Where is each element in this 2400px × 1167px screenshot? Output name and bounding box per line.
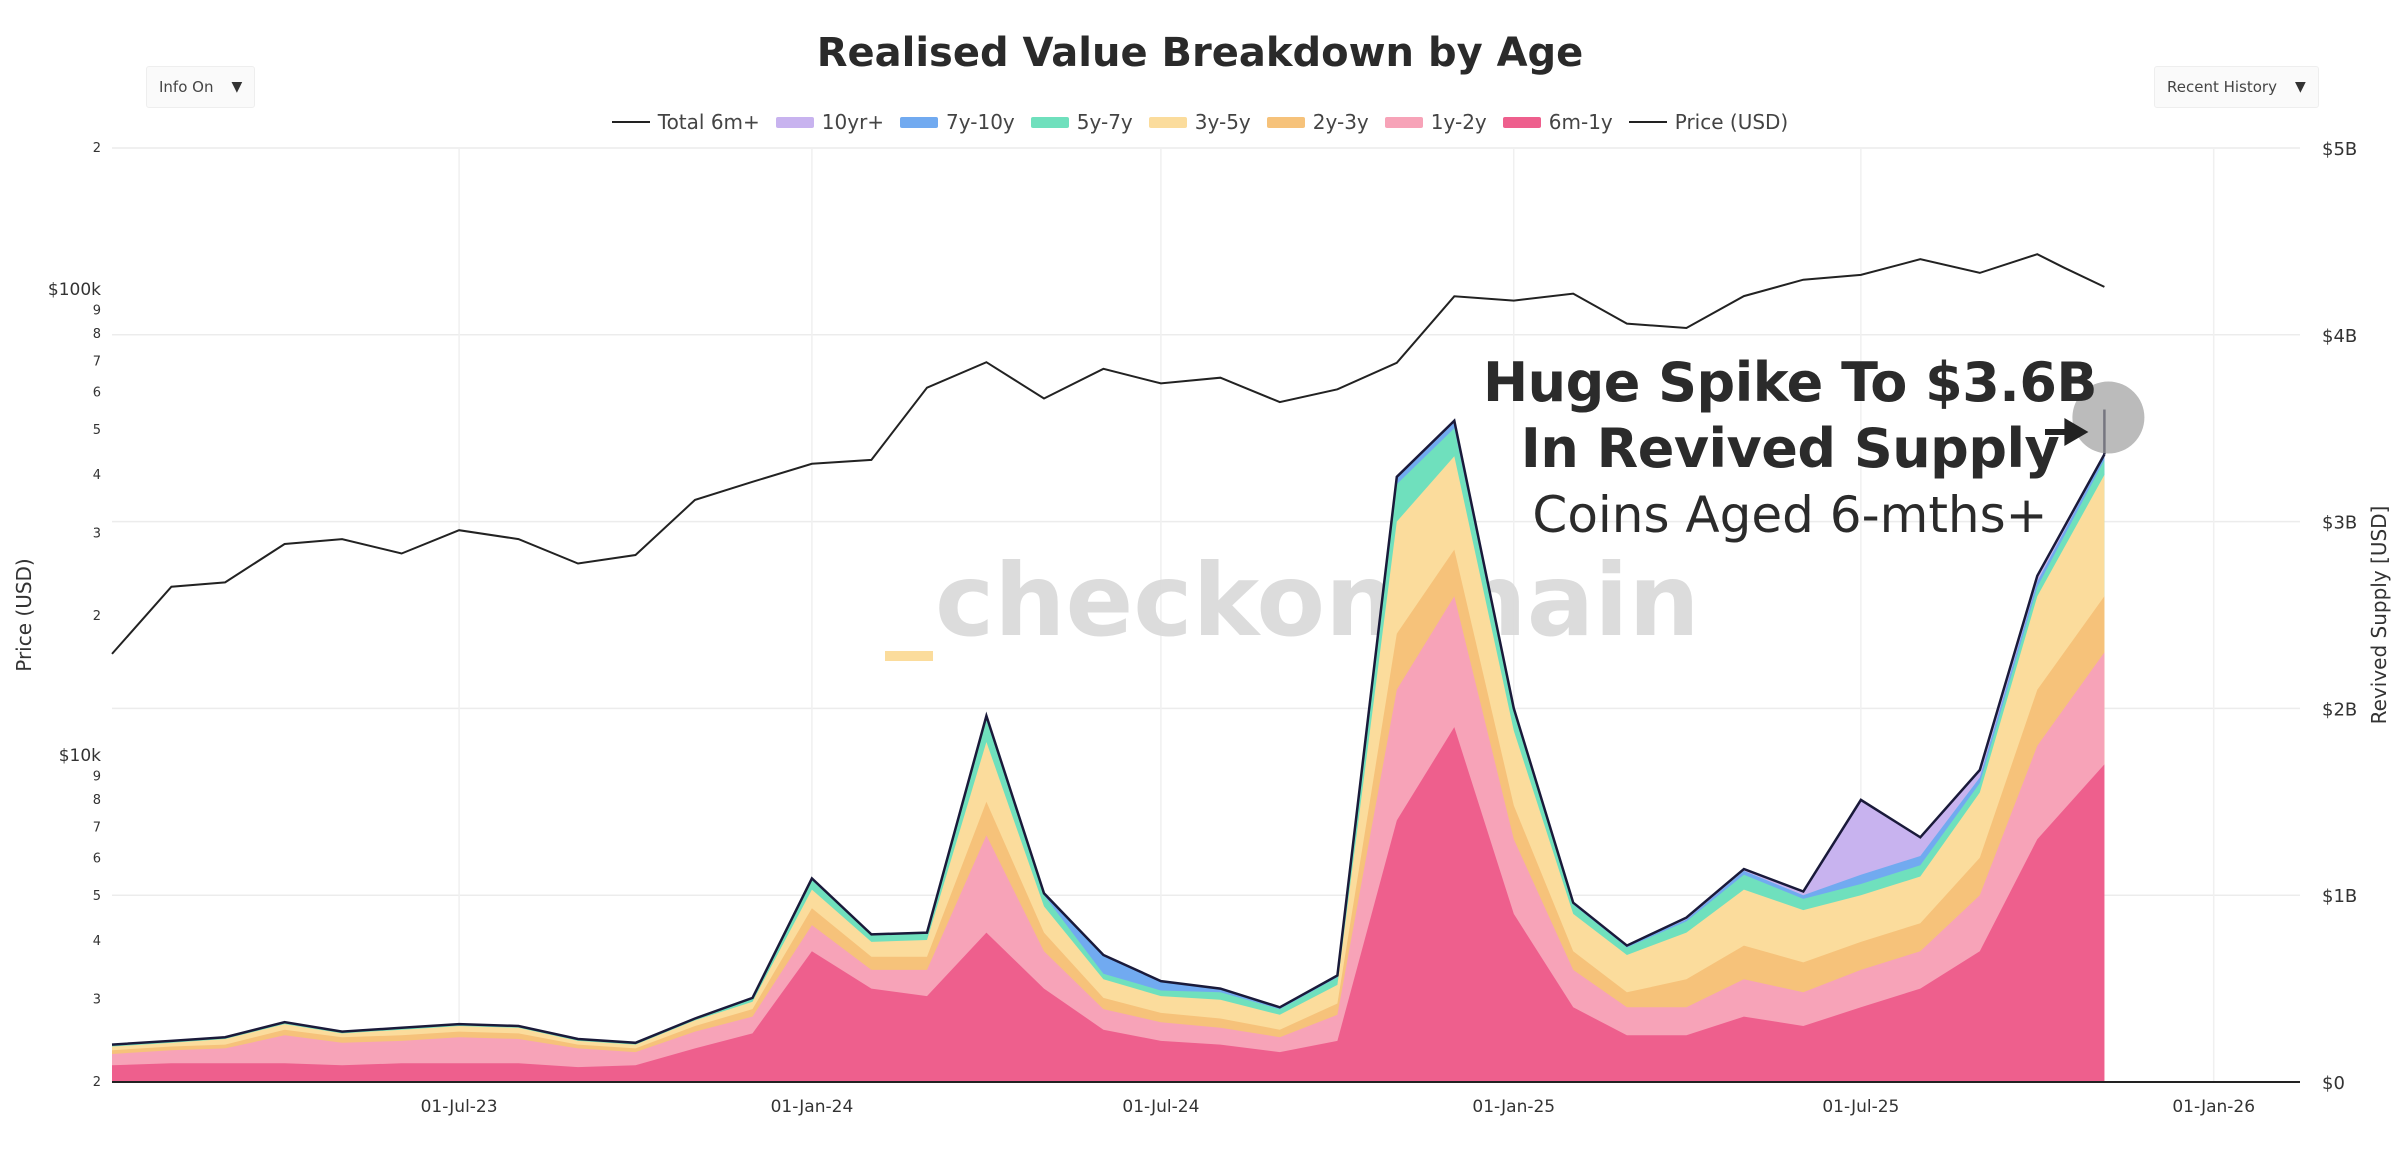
- line-series-price: [111, 253, 2105, 655]
- legend-item-1y-2y[interactable]: 1y-2y: [1384, 110, 1487, 134]
- legend-swatch-10yr: [775, 116, 814, 128]
- legend-swatch-2y-3y: [1266, 116, 1305, 128]
- y-left-tick-label-low: 6: [93, 852, 101, 867]
- x-tick-label: 01-Jul-24: [1122, 1097, 1199, 1117]
- y-left-tick-label-low: 3: [93, 993, 101, 1008]
- y-left-tick-label: 2: [93, 141, 101, 156]
- y-right-tick-label: $0: [2322, 1073, 2345, 1094]
- y-right-tick-label: $2B: [2322, 699, 2357, 720]
- annotation-line1: Huge Spike To $3.6B: [1482, 351, 2098, 414]
- legend-label: 1y-2y: [1430, 110, 1487, 134]
- legend-swatch-1y-2y: [1384, 116, 1423, 128]
- y-right-tick-label: $3B: [2322, 513, 2357, 534]
- legend-label: 3y-5y: [1194, 110, 1251, 134]
- y-left-tick-label-low: 5: [93, 889, 101, 904]
- legend-item-5y-7y[interactable]: 5y-7y: [1030, 110, 1133, 134]
- legend-label: Price (USD): [1674, 110, 1789, 134]
- legend-swatch-7y-10y: [900, 116, 939, 128]
- watermark-underscore-mark: [885, 651, 933, 661]
- y-left-tick-label-low: 2: [93, 1075, 101, 1090]
- legend-swatch-5y-7y: [1030, 116, 1069, 128]
- y-left-tick-label-low: 7: [93, 820, 101, 835]
- y-left-tick-label: 4: [93, 468, 101, 483]
- chart-legend: Total 6m+ 10yr+ 7y-10y 5y-7y 3y-5y 2y-3y…: [0, 110, 2400, 134]
- legend-item-price[interactable]: Price (USD): [1628, 110, 1789, 134]
- spike-marker-circle: [2072, 381, 2145, 454]
- y-left-tick-label: 3: [93, 527, 101, 542]
- y-left-tick-label: $100k: [48, 280, 101, 300]
- range-select-label: Recent History: [2167, 78, 2277, 96]
- legend-swatch-6m-1y: [1502, 116, 1541, 128]
- area-series-6m-1y: [112, 727, 2105, 1082]
- legend-item-6m-1y[interactable]: 6m-1y: [1502, 110, 1613, 134]
- chevron-down-icon: ▼: [231, 79, 243, 95]
- legend-label: 10yr+: [821, 110, 885, 134]
- range-select-dropdown[interactable]: Recent History ▼: [2154, 66, 2319, 108]
- y-right-axis-title: Revived Supply [USD]: [2367, 506, 2391, 725]
- y-left-tick-label: 7: [93, 354, 101, 369]
- y-left-tick-label: 6: [93, 386, 101, 401]
- line-series-total-6m: [111, 418, 2106, 1046]
- legend-item-7y-10y[interactable]: 7y-10y: [900, 110, 1015, 134]
- y-left-tick-label: 9: [93, 303, 101, 318]
- x-tick-label: 01-Jan-26: [2172, 1097, 2255, 1117]
- y-left-tick-label-low: 4: [93, 934, 101, 949]
- y-right-tick-label: $4B: [2322, 326, 2357, 347]
- chevron-down-icon: ▼: [2294, 79, 2306, 95]
- spike-annotation: Huge Spike To $3.6B In Revived Supply Co…: [1410, 350, 2170, 548]
- legend-item-2y-3y[interactable]: 2y-3y: [1266, 110, 1369, 134]
- legend-item-3y-5y[interactable]: 3y-5y: [1148, 110, 1251, 134]
- x-tick-label: 01-Jul-23: [421, 1097, 498, 1117]
- legend-item-10yr[interactable]: 10yr+: [775, 110, 885, 134]
- info-toggle-label: Info On: [159, 78, 214, 96]
- legend-label: Total 6m+: [657, 110, 760, 134]
- legend-label: 7y-10y: [946, 110, 1015, 134]
- chart-title: Realised Value Breakdown by Age: [816, 30, 1584, 76]
- y-left-tick-label-low: $10k: [59, 746, 101, 766]
- x-tick-label: 01-Jan-25: [1472, 1097, 1555, 1117]
- y-right-tick-label: $1B: [2322, 886, 2357, 907]
- annotation-line3: Coins Aged 6-mths+: [1532, 486, 2048, 544]
- y-left-axis-title: Price (USD): [12, 558, 36, 672]
- legend-swatch-3y-5y: [1148, 116, 1187, 128]
- legend-line-price: [1628, 121, 1667, 123]
- legend-label: 2y-3y: [1312, 110, 1369, 134]
- x-tick-label: 01-Jul-25: [1822, 1097, 1899, 1117]
- y-left-tick-label: 2: [93, 609, 101, 624]
- y-left-tick-label-low: 9: [93, 769, 101, 784]
- legend-label: 5y-7y: [1076, 110, 1133, 134]
- annotation-line2: In Revived Supply: [1520, 417, 2060, 480]
- info-toggle-button[interactable]: Info On ▼: [146, 66, 256, 108]
- y-right-tick-label: $5B: [2322, 139, 2357, 160]
- arrow-head: [2064, 418, 2089, 446]
- y-left-tick-label-low: 8: [93, 793, 101, 808]
- watermark-text: checkonchain: [935, 542, 1700, 659]
- legend-label: 6m-1y: [1548, 110, 1613, 134]
- y-left-tick-label: 8: [93, 327, 101, 342]
- legend-line-total: [611, 121, 650, 123]
- x-tick-label: 01-Jan-24: [771, 1097, 854, 1117]
- legend-item-total[interactable]: Total 6m+: [611, 110, 760, 134]
- y-left-tick-label: 5: [93, 423, 101, 438]
